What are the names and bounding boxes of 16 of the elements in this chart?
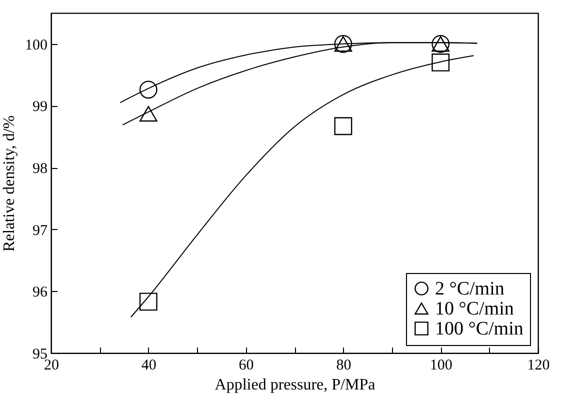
y-tick-label: 98 [32,161,48,178]
y-tick-label: 99 [32,99,48,116]
y-tick-label: 96 [32,284,48,301]
x-axis-title: Applied pressure, P/MPa [214,376,376,394]
x-tick-label: 80 [336,358,352,374]
legend-label: 2 °C/min [435,278,505,300]
x-tick-label: 120 [527,358,550,374]
y-axis-title: Relative density, d/% [1,115,18,252]
x-tick-label: 100 [430,358,452,374]
legend-label: 10 °C/min [435,298,514,320]
y-tick-label: 97 [32,222,48,239]
legend-label: 100 °C/min [435,318,524,340]
x-tick-label: 20 [44,358,59,374]
x-tick-label: 40 [141,358,156,374]
x-tick-label: 60 [238,358,254,374]
y-tick-label: 100 [25,37,48,54]
